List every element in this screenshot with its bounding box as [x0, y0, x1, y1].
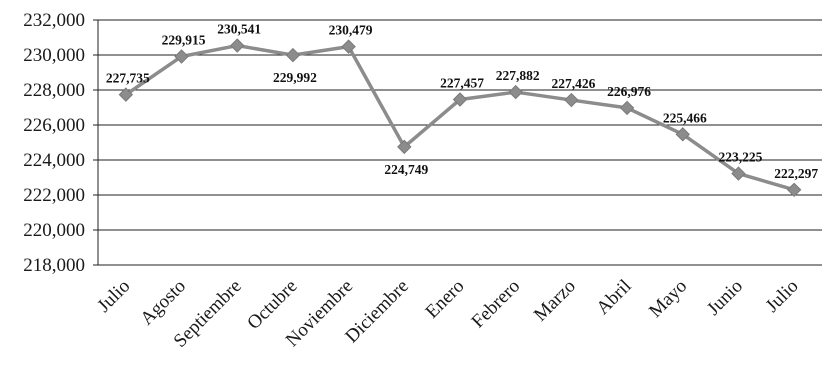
y-tick-label: 232,000: [23, 10, 85, 31]
data-point-marker: [341, 39, 356, 54]
data-point-marker: [174, 49, 189, 64]
x-tick-label: Abril: [592, 276, 635, 319]
x-tick-label: Julio: [93, 276, 134, 317]
gridlines: [98, 19, 822, 231]
data-label: 227,426: [551, 76, 595, 91]
y-tick-label: 228,000: [23, 80, 85, 101]
y-tick-label: 220,000: [23, 220, 85, 241]
x-tick-label: Julio: [762, 276, 803, 317]
data-label: 229,992: [273, 70, 317, 85]
data-point-marker: [285, 47, 301, 63]
series-markers: [118, 38, 802, 198]
data-point-marker: [508, 84, 523, 100]
data-label: 227,735: [106, 71, 150, 86]
x-tick-label: Agosto: [136, 276, 190, 330]
x-axis-tick-labels: Julio AgostoSeptiembreOctubreNoviembreDic…: [93, 276, 802, 352]
data-point-marker: [786, 182, 802, 198]
data-point-marker: [452, 92, 468, 107]
data-labels: 227,735 229,915 230,541 229,992 230,479 224,7…: [106, 22, 818, 181]
data-point-marker: [118, 87, 134, 102]
x-tick-label: Febrero: [468, 276, 525, 333]
y-tick-label: 222,000: [23, 185, 85, 206]
y-tick-label: 224,000: [23, 150, 85, 171]
data-label: 223,225: [719, 150, 763, 165]
data-label: 226,976: [607, 84, 651, 99]
y-tick-label: 218,000: [23, 255, 85, 276]
axes: [93, 19, 822, 266]
x-tick-label: Junio: [703, 276, 747, 320]
data-label: 224,749: [384, 162, 428, 177]
data-label: 230,479: [329, 23, 373, 38]
data-label: 222,297: [774, 166, 818, 181]
data-label: 230,541: [217, 22, 261, 37]
y-tick-label: 226,000: [23, 115, 85, 136]
data-point-marker: [675, 127, 690, 142]
data-label: 229,915: [162, 32, 206, 47]
data-point-marker: [619, 100, 635, 116]
x-tick-label: Enero: [422, 276, 469, 323]
data-point-marker: [564, 92, 579, 108]
data-point-marker: [397, 139, 412, 155]
x-tick-label: Mayo: [645, 276, 691, 322]
data-label: 227,457: [440, 76, 484, 91]
x-tick-label: Marzo: [530, 276, 580, 326]
y-axis-tick-labels: 218,000 220,000 222,000 224,000 226,000 228,0…: [23, 10, 85, 276]
data-label: 225,466: [663, 110, 707, 125]
data-label: 227,882: [496, 68, 540, 83]
data-point-marker: [731, 166, 746, 181]
y-tick-label: 230,000: [23, 45, 85, 66]
data-point-marker: [230, 38, 245, 53]
